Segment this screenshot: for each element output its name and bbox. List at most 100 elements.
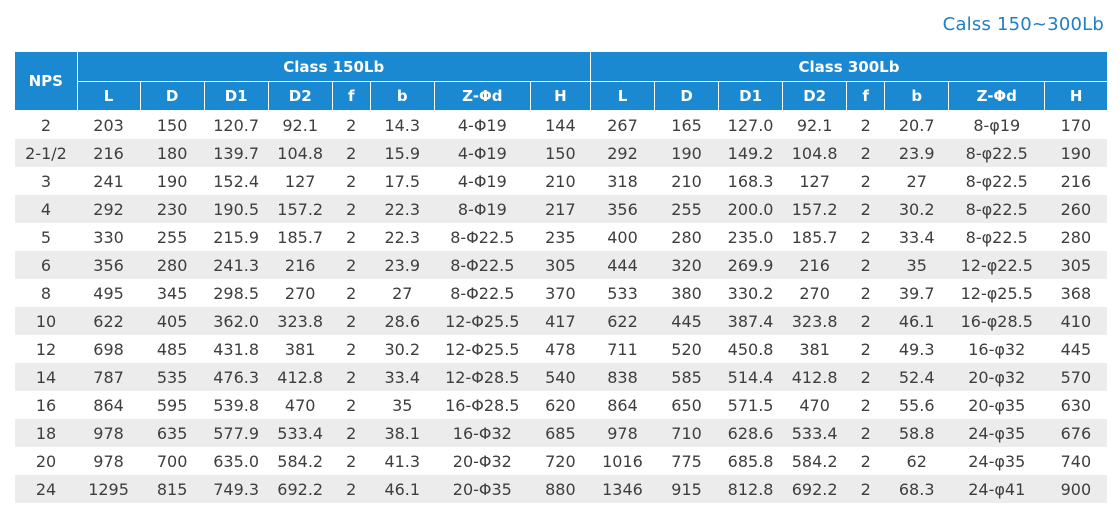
table-cell: 210 [530, 167, 591, 195]
group-header-row: NPS Class 150Lb Class 300Lb [15, 52, 1107, 111]
table-cell: 12-φ25.5 [948, 279, 1045, 307]
table-cell: 2 [332, 391, 371, 419]
table-cell: 230 [140, 195, 205, 223]
column-header: f [846, 81, 885, 111]
table-cell: 27 [884, 167, 949, 195]
table-cell: 622 [590, 307, 655, 335]
column-header: D1 [203, 81, 269, 111]
table-cell: 2 [846, 475, 885, 503]
table-cell: 305 [530, 251, 591, 279]
table-cell: 190.5 [204, 195, 269, 223]
table-row: 10 622 405 362.0 323.8 2 28.6 12-Φ25.5 417 622 445… [15, 307, 1107, 335]
table-cell: 39.7 [884, 279, 949, 307]
table-cell: 356 [77, 251, 141, 279]
table-cell: 104.8 [268, 139, 333, 167]
table-cell: 120.7 [204, 110, 269, 139]
table-row: 24 1295 815 749.3 692.2 2 46.1 20-Φ35 880 1346 915… [15, 475, 1107, 503]
table-cell: 2 [332, 419, 371, 447]
table-cell: 410 [1044, 307, 1107, 335]
table-cell: 2 [846, 391, 885, 419]
nps-cell: 2-1/2 [15, 139, 78, 167]
table-cell: 775 [654, 447, 719, 475]
class-300-header: Class 300Lb [589, 52, 1107, 82]
table-cell: 478 [530, 335, 591, 363]
table-cell: 445 [654, 307, 719, 335]
table-cell: 540 [530, 363, 591, 391]
table-cell: 104.8 [782, 139, 847, 167]
table-cell: 323.8 [268, 307, 333, 335]
table-cell: 387.4 [718, 307, 783, 335]
table-cell: 485 [140, 335, 205, 363]
table-cell: 20-φ32 [948, 363, 1045, 391]
table-cell: 692.2 [268, 475, 333, 503]
table-row: 20 978 700 635.0 584.2 2 41.3 20-Φ32 720 1016 775 6… [15, 447, 1107, 475]
nps-cell: 2 [15, 110, 78, 139]
table-cell: 16-Φ28.5 [434, 391, 531, 419]
table-cell: 345 [140, 279, 205, 307]
nps-cell: 20 [15, 447, 78, 475]
table-cell: 280 [654, 223, 719, 251]
table-cell: 255 [654, 195, 719, 223]
table-cell: 978 [77, 447, 141, 475]
column-header: f [331, 81, 371, 111]
table-cell: 16-Φ32 [434, 419, 531, 447]
table-cell: 8-Φ22.5 [434, 279, 531, 307]
table-cell: 152.4 [204, 167, 269, 195]
table-cell: 62 [884, 447, 949, 475]
table-cell: 2 [332, 307, 371, 335]
table-cell: 190 [1044, 139, 1107, 167]
column-header: D [654, 81, 719, 111]
table-cell: 20.7 [884, 110, 949, 139]
table-cell: 514.4 [718, 363, 783, 391]
table-cell: 533.4 [782, 419, 847, 447]
nps-cell: 18 [15, 419, 78, 447]
table-cell: 8-φ22.5 [948, 195, 1045, 223]
table-cell: 1295 [77, 475, 141, 503]
table-cell: 692.2 [782, 475, 847, 503]
table-cell: 292 [590, 139, 655, 167]
table-cell: 280 [140, 251, 205, 279]
nps-cell: 10 [15, 307, 78, 335]
column-header: b [369, 81, 435, 111]
table-cell: 12-Φ28.5 [434, 363, 531, 391]
table-cell: 180 [140, 139, 205, 167]
table-cell: 571.5 [718, 391, 783, 419]
table-row: 12 698 485 431.8 381 2 30.2 12-Φ25.5 478 711 520 45… [15, 335, 1107, 363]
table-cell: 241 [77, 167, 141, 195]
table-cell: 4-Φ19 [434, 139, 531, 167]
table-cell: 30.2 [370, 335, 435, 363]
table-cell: 445 [1044, 335, 1107, 363]
table-cell: 168.3 [718, 167, 783, 195]
table-cell: 215.9 [204, 223, 269, 251]
table-cell: 235 [530, 223, 591, 251]
nps-cell: 12 [15, 335, 78, 363]
table-cell: 8-Φ22.5 [434, 251, 531, 279]
table-cell: 476.3 [204, 363, 269, 391]
table-cell: 470 [268, 391, 333, 419]
table-cell: 298.5 [204, 279, 269, 307]
table-cell: 978 [590, 419, 655, 447]
table-cell: 676 [1044, 419, 1107, 447]
table-cell: 2 [846, 139, 885, 167]
table-cell: 157.2 [782, 195, 847, 223]
table-cell: 35 [884, 251, 949, 279]
table-cell: 46.1 [370, 475, 435, 503]
table-row: 6 356 280 241.3 216 2 23.9 8-Φ22.5 305 444 320 269.… [15, 251, 1107, 279]
table-row: 14 787 535 476.3 412.8 2 33.4 12-Φ28.5 540 838 585… [15, 363, 1107, 391]
table-cell: 381 [268, 335, 333, 363]
table-cell: 20-Φ32 [434, 447, 531, 475]
table-cell: 356 [590, 195, 655, 223]
table-cell: 15.9 [370, 139, 435, 167]
table-cell: 585 [654, 363, 719, 391]
table-cell: 815 [140, 475, 205, 503]
table-row: 2 203 150 120.7 92.1 2 14.3 4-Φ19 144 267 165 127.0… [15, 110, 1107, 139]
table-cell: 635 [140, 419, 205, 447]
table-cell: 4-Φ19 [434, 110, 531, 139]
table-cell: 2 [332, 110, 371, 139]
table-cell: 417 [530, 307, 591, 335]
table-cell: 2 [332, 251, 371, 279]
table-cell: 362.0 [204, 307, 269, 335]
table-cell: 38.1 [370, 419, 435, 447]
table-cell: 255 [140, 223, 205, 251]
table-cell: 380 [654, 279, 719, 307]
